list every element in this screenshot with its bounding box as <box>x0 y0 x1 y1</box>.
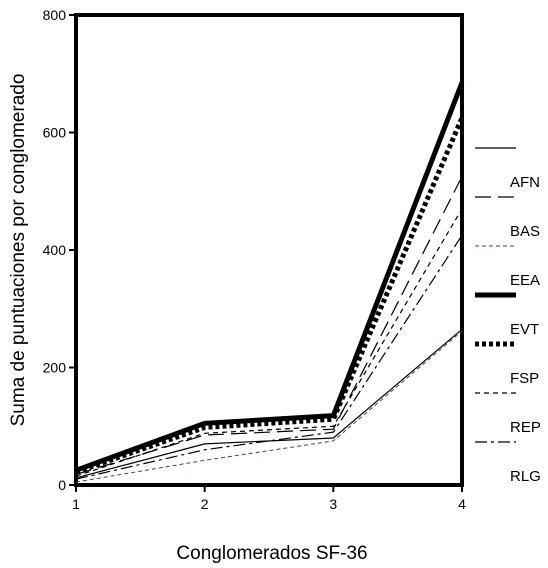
x-tick-label: 4 <box>458 496 466 512</box>
y-tick-label: 200 <box>43 360 67 376</box>
series-layer <box>75 81 465 483</box>
x-axis-title: Conglomerados SF-36 <box>176 543 367 564</box>
x-tick-label: 3 <box>329 496 337 512</box>
x-tick-label: 2 <box>201 496 209 512</box>
series-line-eea <box>75 330 463 483</box>
series-line-rep <box>75 208 463 477</box>
legend-label-rep: REP <box>510 419 541 436</box>
legend-label-afn: AFN <box>510 174 540 191</box>
series-line-rlg <box>75 234 463 480</box>
series-line-fsp <box>75 116 465 475</box>
x-tick-label: 1 <box>72 496 80 512</box>
series-line-afn <box>75 328 463 479</box>
legend-label-rlg: RLG <box>510 468 541 485</box>
y-tick-label: 600 <box>43 125 67 141</box>
series-line-evt <box>75 81 465 473</box>
legend-label-bas: BAS <box>510 223 540 240</box>
y-tick-label: 400 <box>43 242 67 258</box>
legend: AFN BAS EEA EVT FSP REP RLG <box>475 147 541 485</box>
legend-label-eea: EEA <box>510 272 540 289</box>
series-line-bas <box>75 176 463 475</box>
y-tick-label: 0 <box>58 477 66 493</box>
y-axis-title: Suma de puntuaciones por conglomerado <box>8 74 29 427</box>
legend-label-evt: EVT <box>510 321 539 338</box>
y-tick-label: 800 <box>43 7 67 23</box>
axis-ticks: 0 200 400 600 800 1 2 3 4 <box>43 7 466 512</box>
legend-label-fsp: FSP <box>510 370 539 387</box>
